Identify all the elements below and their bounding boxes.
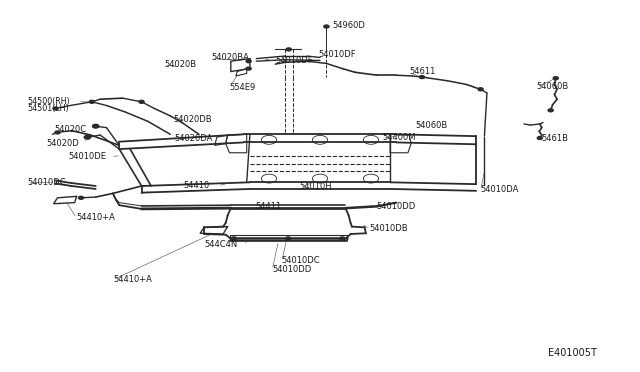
Text: 54410: 54410 xyxy=(183,182,209,190)
Text: 554E9: 554E9 xyxy=(230,83,256,92)
Circle shape xyxy=(548,109,553,112)
Circle shape xyxy=(285,237,291,240)
Circle shape xyxy=(553,77,558,80)
Circle shape xyxy=(324,25,329,28)
Circle shape xyxy=(93,124,99,128)
Text: 54410+A: 54410+A xyxy=(113,275,152,283)
Text: 5461B: 5461B xyxy=(541,134,569,143)
Circle shape xyxy=(478,88,483,91)
Text: 54500(RH): 54500(RH) xyxy=(27,97,70,106)
Circle shape xyxy=(232,237,237,240)
Text: 54410+A: 54410+A xyxy=(77,213,115,222)
Text: 54501(LH): 54501(LH) xyxy=(27,104,68,113)
Text: 54060B: 54060B xyxy=(537,82,569,91)
Circle shape xyxy=(55,131,60,134)
Circle shape xyxy=(90,100,95,103)
Circle shape xyxy=(139,100,144,103)
Text: 54010DD: 54010DD xyxy=(376,202,415,211)
Text: 54010DA: 54010DA xyxy=(481,185,519,194)
Text: 54010H: 54010H xyxy=(300,182,332,191)
Text: 54020B: 54020B xyxy=(164,60,196,69)
Circle shape xyxy=(246,67,251,70)
Text: 54010DE: 54010DE xyxy=(68,152,106,161)
Circle shape xyxy=(340,237,345,240)
Text: 54020DA: 54020DA xyxy=(175,134,213,142)
Circle shape xyxy=(419,76,424,78)
Circle shape xyxy=(84,135,91,139)
Text: 54611: 54611 xyxy=(409,67,436,76)
Text: 54010DC: 54010DC xyxy=(282,256,321,265)
Text: 54010DD: 54010DD xyxy=(272,264,312,273)
Text: 54020BA: 54020BA xyxy=(212,53,250,62)
Circle shape xyxy=(286,48,291,51)
Circle shape xyxy=(53,107,58,110)
Text: 54010DF: 54010DF xyxy=(319,51,356,60)
Text: 54020D: 54020D xyxy=(46,139,79,148)
Text: 54010DC: 54010DC xyxy=(27,178,65,187)
Text: 544C4N: 544C4N xyxy=(204,240,237,249)
Text: E401005T: E401005T xyxy=(548,348,597,358)
Text: 54020DB: 54020DB xyxy=(173,115,212,124)
Text: 54411: 54411 xyxy=(255,202,281,211)
Text: 54400M: 54400M xyxy=(383,133,416,142)
Circle shape xyxy=(246,60,251,62)
Circle shape xyxy=(79,196,84,199)
Text: 54060B: 54060B xyxy=(415,121,448,129)
Text: 54010DF: 54010DF xyxy=(275,56,313,65)
Text: 54010DB: 54010DB xyxy=(370,224,408,233)
Text: 54020C: 54020C xyxy=(54,125,86,134)
Circle shape xyxy=(538,137,542,140)
Text: 54960D: 54960D xyxy=(333,21,365,30)
